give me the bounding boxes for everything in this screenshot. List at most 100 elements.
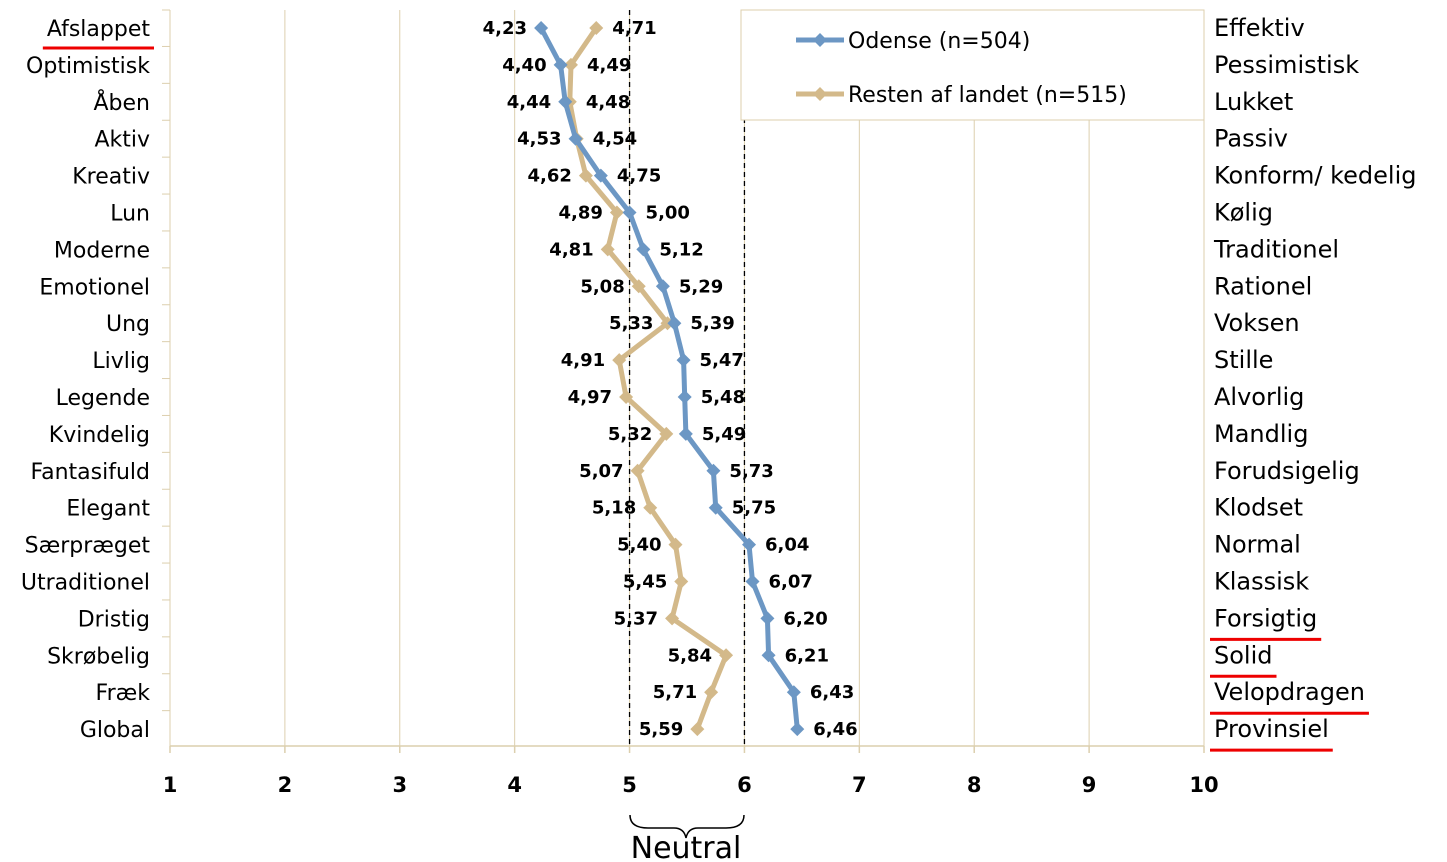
right-label: Voksen xyxy=(1214,309,1300,337)
data-point xyxy=(677,390,692,404)
left-label: Kvindelig xyxy=(49,423,150,448)
x-tick-label: 6 xyxy=(737,773,752,797)
left-label: Optimistisk xyxy=(26,54,150,79)
data-point xyxy=(678,426,693,441)
right-label: Passiv xyxy=(1214,125,1288,153)
data-point xyxy=(578,168,593,183)
data-label: 6,04 xyxy=(765,535,809,556)
data-label: 4,23 xyxy=(483,18,527,39)
left-label: Elegant xyxy=(66,497,150,522)
data-label: 5,71 xyxy=(653,682,697,703)
right-label: Rationel xyxy=(1214,272,1312,300)
left-label: Emotionel xyxy=(39,275,150,300)
legend-label: Odense (n=504) xyxy=(848,29,1030,54)
left-label: Livlig xyxy=(92,349,150,374)
data-point xyxy=(563,57,578,72)
data-label: 5,07 xyxy=(579,461,623,482)
data-point xyxy=(761,648,776,663)
right-label: Konform/ kedelig xyxy=(1214,162,1417,190)
x-tick-label: 2 xyxy=(278,773,293,797)
data-point xyxy=(786,685,801,700)
data-label: 5,40 xyxy=(617,535,661,556)
data-label: 5,73 xyxy=(729,461,773,482)
data-point xyxy=(706,463,721,478)
data-label: 6,20 xyxy=(783,608,827,629)
data-point xyxy=(668,537,683,552)
data-label: 4,44 xyxy=(507,92,551,113)
data-point xyxy=(719,648,734,663)
data-point xyxy=(600,242,615,257)
data-label: 4,48 xyxy=(586,92,630,113)
data-label: 5,00 xyxy=(646,203,690,224)
right-label: Mandlig xyxy=(1214,420,1308,448)
series-line xyxy=(538,26,800,730)
data-label: 4,40 xyxy=(502,55,546,76)
neutral-brace xyxy=(629,814,745,839)
data-label: 4,81 xyxy=(549,239,593,260)
left-label: Utraditionel xyxy=(21,571,150,596)
data-label: 5,84 xyxy=(668,645,712,666)
left-label: Særpræget xyxy=(25,534,151,559)
data-label: 5,75 xyxy=(732,498,776,519)
x-tick-label: 9 xyxy=(1082,773,1097,797)
left-label: Legende xyxy=(56,386,150,411)
data-label: 5,49 xyxy=(702,424,746,445)
left-label: Fræk xyxy=(96,681,151,706)
data-point xyxy=(690,722,705,737)
x-tick-label: 5 xyxy=(622,773,637,797)
data-label: 5,39 xyxy=(690,313,734,334)
data-label: 4,89 xyxy=(558,203,602,224)
data-point xyxy=(609,205,624,220)
legend-box xyxy=(740,9,1205,121)
data-point xyxy=(704,685,719,700)
right-label: Velopdragen xyxy=(1214,678,1365,706)
right-label: Forudsigelig xyxy=(1214,457,1360,485)
data-point xyxy=(622,205,637,220)
left-label: Global xyxy=(80,718,150,743)
left-label: Skrøbelig xyxy=(47,644,150,669)
left-label: Fantasifuld xyxy=(30,460,150,485)
data-point xyxy=(589,21,604,35)
x-tick-label: 3 xyxy=(392,773,407,797)
data-point xyxy=(655,279,670,294)
data-label: 5,08 xyxy=(580,276,624,297)
data-label: 5,33 xyxy=(609,313,653,334)
data-label: 5,12 xyxy=(659,239,703,260)
data-point xyxy=(619,390,634,404)
data-point xyxy=(612,353,627,368)
right-label: Stille xyxy=(1214,346,1273,374)
data-point xyxy=(636,242,651,257)
data-label: 6,07 xyxy=(768,572,812,593)
right-label: Kølig xyxy=(1214,199,1273,227)
data-point xyxy=(790,722,805,737)
data-point xyxy=(631,279,646,294)
data-label: 4,91 xyxy=(561,350,605,371)
right-label: Effektiv xyxy=(1214,14,1305,42)
data-label: 5,29 xyxy=(679,276,723,297)
data-label: 5,32 xyxy=(608,424,652,445)
right-label: Klodset xyxy=(1214,494,1303,522)
data-label: 4,53 xyxy=(517,129,561,150)
right-label: Provinsiel xyxy=(1214,715,1329,743)
data-label: 4,49 xyxy=(587,55,631,76)
left-label: Ung xyxy=(106,312,150,337)
data-label: 6,21 xyxy=(785,645,829,666)
legend-marker xyxy=(813,33,827,47)
legend: Odense (n=504) Resten af landet (n=515) xyxy=(740,9,1205,121)
data-point xyxy=(667,316,682,331)
data-point xyxy=(659,426,674,441)
data-point xyxy=(558,94,573,109)
gridlines xyxy=(169,10,1205,746)
neutral-label: Neutral xyxy=(631,831,742,862)
right-label: Traditionel xyxy=(1213,235,1339,263)
data-label: 6,43 xyxy=(810,682,854,703)
right-label: Klassisk xyxy=(1214,568,1309,596)
neutral-reference-lines xyxy=(628,10,746,746)
legend-marker xyxy=(813,87,827,101)
data-label: 4,75 xyxy=(617,166,661,187)
data-point xyxy=(534,21,549,35)
data-point xyxy=(630,463,645,478)
left-label: Kreativ xyxy=(72,165,150,190)
left-label: Aktiv xyxy=(94,128,150,153)
